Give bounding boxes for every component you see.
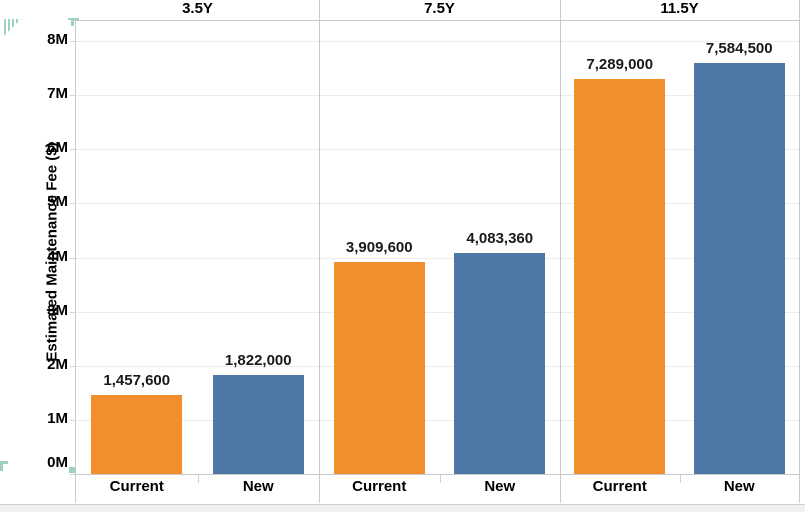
y-tick-label-4M: 4M bbox=[47, 247, 68, 265]
zero-baseline bbox=[76, 474, 799, 475]
y-tick-4M bbox=[70, 257, 76, 259]
value-label-new-11.5Y: 7,584,500 bbox=[705, 40, 773, 58]
y-tick-label-0M: 0M bbox=[47, 454, 68, 471]
gridline-1M bbox=[76, 419, 799, 421]
category-label-current-3.5Y: Current bbox=[109, 478, 164, 495]
panel-separator-2 bbox=[560, 0, 561, 503]
category-divider-tick-3.5Y bbox=[197, 475, 199, 483]
bar-current-11.5Y[interactable] bbox=[574, 79, 666, 474]
y-tick-6M bbox=[70, 149, 76, 151]
panel-separator-1 bbox=[319, 0, 320, 503]
bar-new-3.5Y[interactable] bbox=[212, 375, 304, 474]
bar-new-11.5Y[interactable] bbox=[693, 63, 785, 474]
panel-header-11.5Y[interactable]: 11.5Y bbox=[660, 0, 699, 17]
value-label-current-7.5Y: 3,909,600 bbox=[345, 239, 413, 257]
gridline-3M bbox=[76, 311, 799, 313]
bar-current-7.5Y[interactable] bbox=[333, 262, 425, 474]
value-label-new-7.5Y: 4,083,360 bbox=[466, 229, 534, 247]
bar-current-3.5Y[interactable] bbox=[91, 395, 183, 474]
y-tick-5M bbox=[70, 203, 76, 205]
y-tick-label-1M: 1M bbox=[47, 409, 68, 427]
selection-mark-top-icon bbox=[68, 18, 79, 20]
gridline-8M bbox=[76, 41, 799, 42]
value-label-current-3.5Y: 1,457,600 bbox=[103, 372, 171, 390]
selection-mark-bottomleft-icon bbox=[0, 461, 8, 464]
value-label-current-11.5Y: 7,289,000 bbox=[586, 56, 654, 74]
category-label-new-11.5Y: New bbox=[723, 478, 755, 495]
y-tick-label-5M: 5M bbox=[47, 193, 68, 211]
y-tick-label-3M: 3M bbox=[47, 301, 68, 319]
gridline-6M bbox=[76, 149, 799, 151]
y-tick-2M bbox=[70, 365, 76, 367]
y-tick-3M bbox=[70, 311, 76, 313]
selection-mark-bottomleft-stem-icon bbox=[0, 461, 3, 471]
bar-new-7.5Y[interactable] bbox=[454, 252, 546, 474]
header-underline bbox=[73, 20, 799, 21]
y-axis-line bbox=[75, 20, 76, 503]
category-divider-tick-7.5Y bbox=[439, 475, 441, 483]
corner-stripe-triangle-icon bbox=[2, 19, 21, 38]
y-tick-label-6M: 6M bbox=[47, 139, 68, 157]
category-label-new-3.5Y: New bbox=[242, 478, 274, 495]
y-tick-label-2M: 2M bbox=[47, 355, 68, 373]
gridline-2M bbox=[76, 365, 799, 367]
selection-mark-top-stem-icon bbox=[71, 20, 74, 26]
y-tick-1M bbox=[70, 419, 76, 421]
category-label-current-7.5Y: Current bbox=[352, 478, 407, 495]
bottom-window-edge bbox=[0, 504, 805, 512]
panel-header-7.5Y[interactable]: 7.5Y bbox=[424, 0, 455, 17]
gridline-4M bbox=[76, 257, 799, 259]
gridline-7M bbox=[76, 95, 799, 97]
y-tick-label-8M: 8M bbox=[47, 31, 68, 48]
y-tick-0M bbox=[70, 474, 76, 475]
panel-header-3.5Y[interactable]: 3.5Y bbox=[182, 0, 213, 17]
y-tick-7M bbox=[70, 95, 76, 97]
category-divider-tick-11.5Y bbox=[679, 475, 681, 483]
plot-right-border bbox=[799, 0, 800, 503]
selection-mark-baseline-icon bbox=[69, 467, 75, 473]
category-label-current-11.5Y: Current bbox=[592, 478, 647, 495]
y-tick-8M bbox=[70, 41, 76, 42]
y-tick-label-7M: 7M bbox=[47, 85, 68, 103]
value-label-new-3.5Y: 1,822,000 bbox=[224, 352, 292, 370]
gridline-5M bbox=[76, 203, 799, 205]
category-label-new-7.5Y: New bbox=[484, 478, 516, 495]
